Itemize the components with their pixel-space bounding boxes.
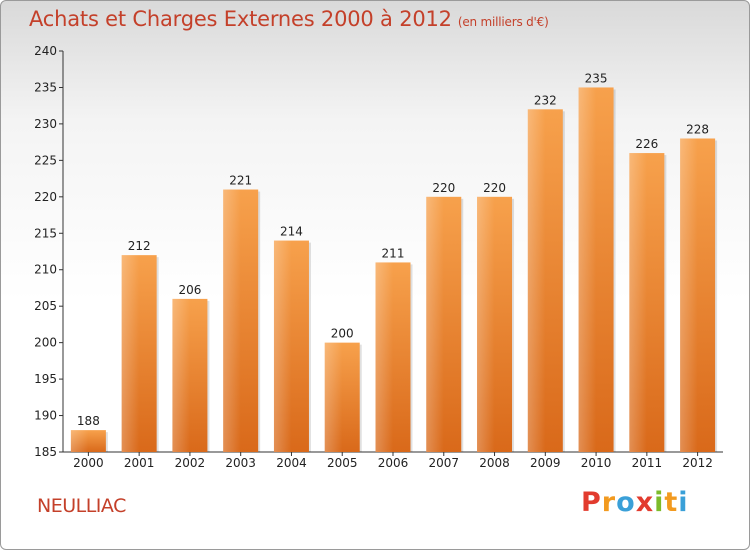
x-tick-label: 2006 xyxy=(378,456,409,470)
chart-subtitle: (en milliers d'€) xyxy=(457,15,549,29)
chart-title-text: Achats et Charges Externes 2000 à 2012 xyxy=(29,7,452,31)
bar-group: 220 xyxy=(426,181,464,452)
bar-group: 226 xyxy=(629,137,667,452)
bar-highlight xyxy=(629,153,647,452)
bar-value-label: 200 xyxy=(331,327,354,341)
bar-highlight xyxy=(375,262,393,452)
bar-value-label: 232 xyxy=(534,93,557,107)
bar-highlight xyxy=(578,87,597,453)
bar-highlight xyxy=(680,138,698,452)
bar-group: 188 xyxy=(70,414,108,452)
y-tick-label: 230 xyxy=(34,117,57,131)
logo-letter: o xyxy=(616,487,636,518)
bar-highlight xyxy=(426,196,444,452)
commune-name: NEULLIAC xyxy=(37,495,126,517)
x-tick-label: 2002 xyxy=(175,456,206,470)
y-tick-label: 240 xyxy=(34,44,57,58)
x-tick-label: 2003 xyxy=(225,456,256,470)
y-tick-label: 225 xyxy=(34,153,57,167)
bar-value-label: 235 xyxy=(585,71,608,85)
bar-group: 220 xyxy=(477,181,515,452)
bar-highlight xyxy=(223,189,241,452)
proxiti-logo: Proxiti xyxy=(581,487,689,518)
x-tick-label: 2000 xyxy=(73,456,104,470)
logo-letter: t xyxy=(664,487,679,518)
logo-letter: i xyxy=(678,487,689,518)
x-tick-label: 2001 xyxy=(124,456,155,470)
y-tick-label: 220 xyxy=(34,190,57,204)
bar-value-label: 188 xyxy=(77,414,100,428)
x-tick-label: 2008 xyxy=(479,456,510,470)
bar-highlight xyxy=(121,255,140,452)
bar-value-label: 211 xyxy=(382,246,405,260)
chart-axes: 185 190 195 200 205 210 215 220 225 230 235 240 2000… xyxy=(34,44,723,470)
x-tick-label: 2004 xyxy=(276,456,307,470)
x-tick-label: 2007 xyxy=(428,456,459,470)
y-tick-label: 195 xyxy=(34,372,57,386)
bar-highlight xyxy=(477,196,495,452)
x-tick-label: 2009 xyxy=(530,456,561,470)
bar-value-label: 206 xyxy=(178,283,201,297)
bar-highlight xyxy=(70,430,89,452)
bar-value-label: 214 xyxy=(280,225,303,239)
bar-value-label: 212 xyxy=(128,239,151,253)
bar-value-label: 228 xyxy=(686,122,709,136)
bar-value-label: 220 xyxy=(432,181,455,195)
chart-title: Achats et Charges Externes 2000 à 2012 (e… xyxy=(29,7,549,31)
y-tick-label: 215 xyxy=(34,226,57,240)
y-tick-label: 205 xyxy=(34,299,57,313)
bar-group: 228 xyxy=(680,122,718,452)
bar-group: 200 xyxy=(324,327,362,452)
bar-highlight xyxy=(527,109,546,452)
x-tick-label: 2005 xyxy=(327,456,358,470)
chart-bars: 188 212 206 221 214 200 211 220 220 232 235 226 228 xyxy=(70,71,718,453)
bar-group: 211 xyxy=(375,246,413,452)
logo-letter: i xyxy=(654,487,665,518)
y-tick-label: 200 xyxy=(34,336,57,350)
logo-letter: r xyxy=(601,487,617,518)
bar-highlight xyxy=(273,240,292,452)
bar-group: 212 xyxy=(121,239,159,452)
bar-group: 221 xyxy=(223,174,261,452)
bar-group: 235 xyxy=(578,71,616,453)
bar-value-label: 226 xyxy=(635,137,658,151)
bar-group: 232 xyxy=(527,93,565,452)
bar-value-label: 220 xyxy=(483,181,506,195)
bar-group: 206 xyxy=(172,283,210,452)
logo-letter: x xyxy=(635,487,655,518)
x-tick-label: 2010 xyxy=(581,456,612,470)
x-tick-label: 2011 xyxy=(632,456,663,470)
bar-value-label: 221 xyxy=(229,174,252,188)
bar-highlight xyxy=(172,298,190,452)
logo-letter: P xyxy=(581,487,602,518)
y-tick-label: 210 xyxy=(34,263,57,277)
bar-highlight xyxy=(324,342,343,452)
y-tick-label: 235 xyxy=(34,80,57,94)
x-tick-label: 2012 xyxy=(682,456,713,470)
y-tick-label: 190 xyxy=(34,409,57,423)
bar-group: 214 xyxy=(273,225,311,452)
y-tick-label: 185 xyxy=(34,445,57,459)
